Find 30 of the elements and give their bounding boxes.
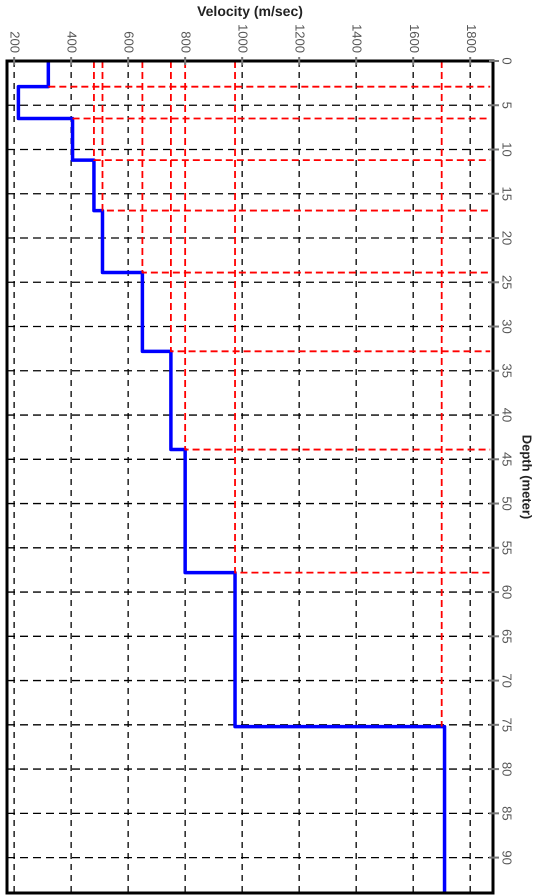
- y-tick-label: 65: [500, 629, 515, 644]
- y-tick-label: 40: [500, 408, 515, 422]
- y-tick-label: 60: [500, 584, 515, 600]
- y-tick-label: 90: [500, 850, 515, 865]
- x-tick-label: 1600: [406, 24, 422, 53]
- x-tick-label: 200: [8, 31, 23, 53]
- x-axis-title: Velocity (m/sec): [197, 3, 303, 19]
- y-tick-label: 10: [500, 142, 515, 157]
- y-tick-label: 30: [500, 319, 515, 334]
- y-tick-label: 80: [500, 762, 515, 776]
- y-tick-label: 25: [500, 275, 515, 290]
- x-tick-label: 1400: [350, 24, 365, 53]
- y-tick-label: 85: [500, 806, 515, 821]
- y-axis-title: Depth (meter): [520, 434, 535, 520]
- x-tick-label: 1000: [236, 24, 251, 53]
- y-tick-label: 35: [500, 364, 515, 378]
- y-tick-label: 50: [500, 496, 515, 511]
- x-tick-label: 1200: [292, 24, 308, 53]
- y-tick-label: 0: [500, 57, 515, 65]
- x-tick-label: 1800: [464, 24, 479, 53]
- y-tick-label: 70: [500, 673, 515, 688]
- y-tick-label: 20: [500, 230, 515, 246]
- x-tick-label: 600: [122, 31, 137, 53]
- y-tick-label: 75: [500, 718, 515, 732]
- x-tick-label: 800: [178, 31, 194, 53]
- y-tick-label: 55: [500, 540, 515, 556]
- y-tick-label: 15: [500, 186, 515, 201]
- x-tick-label: 400: [64, 31, 80, 53]
- y-tick-label: 5: [500, 102, 515, 109]
- y-tick-label: 45: [500, 452, 515, 467]
